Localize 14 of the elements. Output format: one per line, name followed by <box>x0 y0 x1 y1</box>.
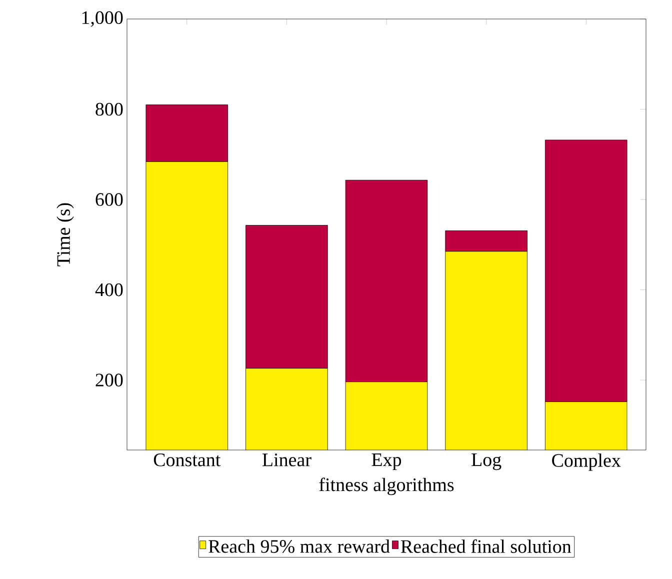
y-tick-label: 1,000 <box>82 11 123 27</box>
x-tick-label: Linear <box>262 454 312 466</box>
x-tick-label: Constant <box>154 454 221 466</box>
y-tick-label: 600 <box>96 193 123 206</box>
x-tick-label: Complex <box>552 454 621 471</box>
y-tick-label: 200 <box>96 374 123 386</box>
x-axis-title: fitness algorithms <box>319 478 454 496</box>
x-tick-label: Log <box>472 454 502 470</box>
y-tick-label: 400 <box>95 283 123 296</box>
legend-label: Reach 95% max reward <box>208 540 390 553</box>
y-tick-label: 800 <box>96 102 123 116</box>
x-tick-label: Exp <box>372 454 402 470</box>
legend-label: Reached final solution <box>400 539 572 553</box>
y-axis-title: Time (s) <box>56 203 74 266</box>
